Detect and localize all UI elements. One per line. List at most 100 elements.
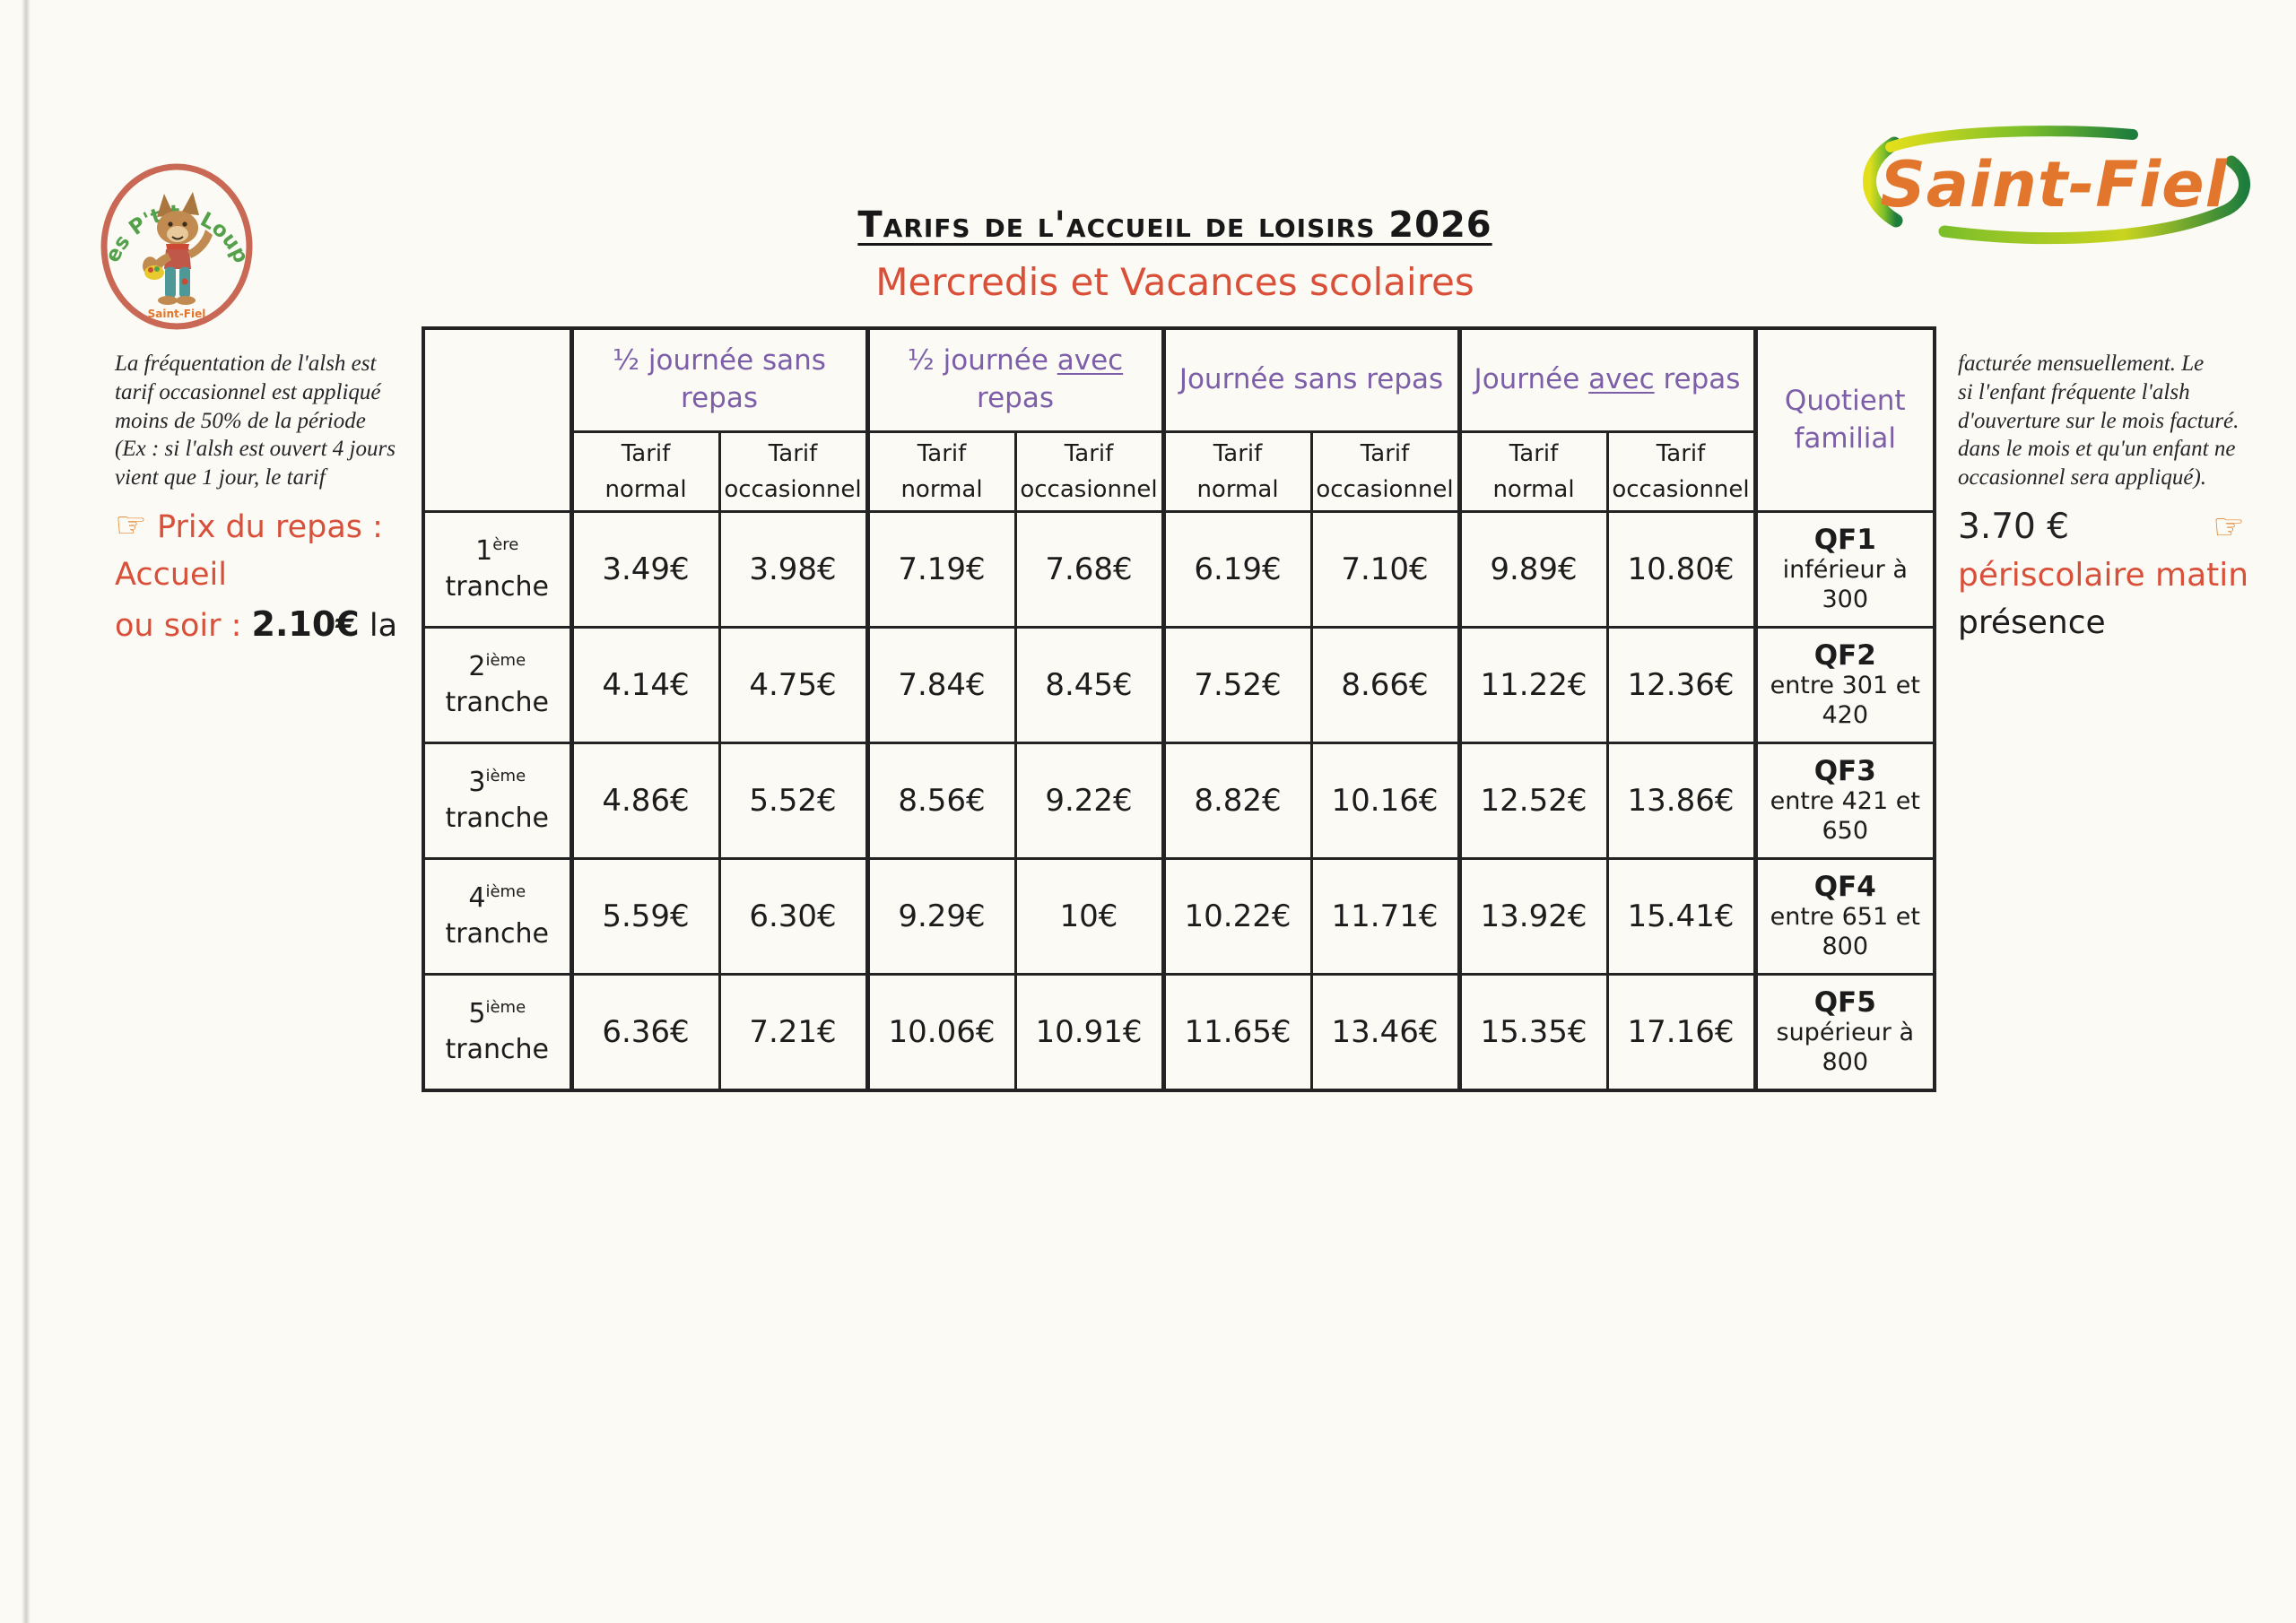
note-line: dans le mois et qu'un enfant ne <box>1958 437 2236 462</box>
saint-fiel-logo: Saint-Fiel <box>1855 124 2260 251</box>
meal-price-suffix: la <box>369 608 398 644</box>
price-cell: 7.84€ <box>865 626 1017 744</box>
note-right: facturée mensuellement. Le si l'enfant f… <box>1958 350 2296 492</box>
row-label: 2ième tranche <box>422 626 573 744</box>
quotient-cell: QF4 entre 651 et 800 <box>1752 857 1936 976</box>
periscolaire-price-line: 3.70 € ☞ <box>1958 507 2296 548</box>
meal-price-line3: ou soir : 2.10€ la <box>115 607 474 642</box>
note-line: facturée mensuellement. Le <box>1958 352 2205 376</box>
price-cell: 4.86€ <box>569 742 721 860</box>
price-cell: 6.19€ <box>1161 510 1313 629</box>
price-cell: 12.52€ <box>1457 742 1609 860</box>
document-header: Tarifs de l'accueil de loisirs 2026 Merc… <box>682 204 1668 304</box>
table-row-tranche-2: 2ième tranche 4.14€ 4.75€ 7.84€ 8.45€ 7.… <box>422 626 1936 744</box>
price-cell: 10.91€ <box>1013 973 1165 1092</box>
price-cell: 11.22€ <box>1457 626 1609 744</box>
table-row-tranche-5: 5ième tranche 6.36€ 7.21€ 10.06€ 10.91€ … <box>422 973 1936 1092</box>
subheader-tarif-occasionnel: Tarif occasionnel <box>1309 430 1461 513</box>
wolf-logo-graphic: Les P'tits Loups <box>88 142 253 330</box>
note-line: moins de 50% de la période <box>115 408 366 433</box>
price-cell: 7.21€ <box>718 973 869 1092</box>
price-cell: 13.86€ <box>1605 742 1757 860</box>
price-cell: 13.92€ <box>1457 857 1609 976</box>
subheader-tarif-normal: Tarif normal <box>1457 430 1609 513</box>
quotient-cell: QF2 entre 301 et 420 <box>1752 626 1936 744</box>
subheader-tarif-normal: Tarif normal <box>865 430 1017 513</box>
meal-price-line2: Accueil <box>115 557 227 593</box>
periscolaire-sublabel: présence <box>1958 604 2106 641</box>
row-label: 4ième tranche <box>422 857 573 976</box>
meal-price-prefix: ou soir : <box>115 608 242 644</box>
logo-swoosh-top <box>1885 126 2138 152</box>
wolf-illustration <box>143 192 213 305</box>
quotient-cell: QF5 supérieur à 800 <box>1752 973 1936 1092</box>
logo-text: Saint-Fiel <box>1880 148 2227 221</box>
price-cell: 4.75€ <box>718 626 869 744</box>
scan-edge-artifact <box>22 0 30 1623</box>
note-line: vient que 1 jour, le tarif <box>115 465 326 490</box>
note-line: tarif occasionnel est appliqué <box>115 379 381 404</box>
price-cell: 9.29€ <box>865 857 1017 976</box>
meal-price-block: ☞ Prix du repas : Accueil ou soir : 2.10… <box>115 508 474 658</box>
meal-price-value: 2.10€ <box>251 604 360 644</box>
price-cell: 13.46€ <box>1309 973 1461 1092</box>
price-cell: 17.16€ <box>1605 973 1757 1092</box>
periscolaire-block: 3.70 € ☞ périscolaire matin présence <box>1958 509 2296 655</box>
note-left: La fréquentation de l'alsh est tarif occ… <box>115 350 438 492</box>
column-group-full-day-no-meal: Journée sans repas <box>1161 326 1461 433</box>
table-row-tranche-3: 3ième tranche 4.86€ 5.52€ 8.56€ 9.22€ 8.… <box>422 742 1936 860</box>
periscolaire-price: 3.70 € <box>1958 507 2070 547</box>
subheader-tarif-normal: Tarif normal <box>1161 430 1313 513</box>
meal-price-label: Prix du repas : <box>157 509 383 545</box>
corner-cell <box>422 326 573 513</box>
page-subtitle: Mercredis et Vacances scolaires <box>875 260 1474 304</box>
price-cell: 7.10€ <box>1309 510 1461 629</box>
note-line: si l'enfant fréquente l'alsh <box>1958 379 2190 404</box>
price-cell: 11.65€ <box>1161 973 1313 1092</box>
price-cell: 10.80€ <box>1605 510 1757 629</box>
price-cell: 4.14€ <box>569 626 721 744</box>
subheader-tarif-occasionnel: Tarif occasionnel <box>1605 430 1757 513</box>
price-cell: 9.22€ <box>1013 742 1165 860</box>
logo-oval-border <box>100 163 253 330</box>
saint-fiel-logo-graphic: Saint-Fiel <box>1863 126 2250 245</box>
subheader-tarif-occasionnel: Tarif occasionnel <box>1013 430 1165 513</box>
price-cell: 7.19€ <box>865 510 1017 629</box>
meal-price-line1: ☞ Prix du repas : <box>115 508 474 543</box>
price-cell: 10.06€ <box>865 973 1017 1092</box>
price-cell: 8.56€ <box>865 742 1017 860</box>
price-cell: 8.82€ <box>1161 742 1313 860</box>
price-cell: 10.22€ <box>1161 857 1313 976</box>
table-row-tranche-1: 1ère tranche 3.49€ 3.98€ 7.19€ 7.68€ 6.1… <box>422 510 1936 629</box>
price-cell: 10.16€ <box>1309 742 1461 860</box>
les-ptits-loups-logo: Les P'tits Loups <box>88 142 260 338</box>
price-cell: 11.71€ <box>1309 857 1461 976</box>
pointing-finger-icon: ☞ <box>115 505 147 546</box>
price-cell: 3.98€ <box>718 510 869 629</box>
price-cell: 15.41€ <box>1605 857 1757 976</box>
price-cell: 5.59€ <box>569 857 721 976</box>
price-cell: 15.35€ <box>1457 973 1609 1092</box>
periscolaire-label: périscolaire matin <box>1958 557 2249 594</box>
price-cell: 8.45€ <box>1013 626 1165 744</box>
price-cell: 3.49€ <box>569 510 721 629</box>
row-label: 3ième tranche <box>422 742 573 860</box>
subheader-tarif-normal: Tarif normal <box>569 430 721 513</box>
price-cell: 12.36€ <box>1605 626 1757 744</box>
column-group-half-day-no-meal: ½ journée sans repas <box>569 326 869 433</box>
note-line: occasionnel sera appliqué). <box>1958 465 2207 490</box>
note-line: La fréquentation de l'alsh est <box>115 352 377 376</box>
price-cell: 6.30€ <box>718 857 869 976</box>
column-quotient-familial: Quotient familial <box>1752 326 1936 513</box>
column-group-half-day-with-meal: ½ journée avec repas <box>865 326 1165 433</box>
pointing-finger-icon: ☞ <box>2213 507 2245 548</box>
note-line: (Ex : si l'alsh est ouvert 4 jours <box>115 437 396 462</box>
price-cell: 5.52€ <box>718 742 869 860</box>
price-cell: 8.66€ <box>1309 626 1461 744</box>
logo-swoosh-bottom <box>1938 155 2250 245</box>
note-line: d'ouverture sur le mois facturé. <box>1958 408 2239 433</box>
logo-swoosh-left <box>1863 136 1903 228</box>
logo-bottom-text: Saint-Fiel <box>148 308 206 320</box>
price-cell: 7.68€ <box>1013 510 1165 629</box>
